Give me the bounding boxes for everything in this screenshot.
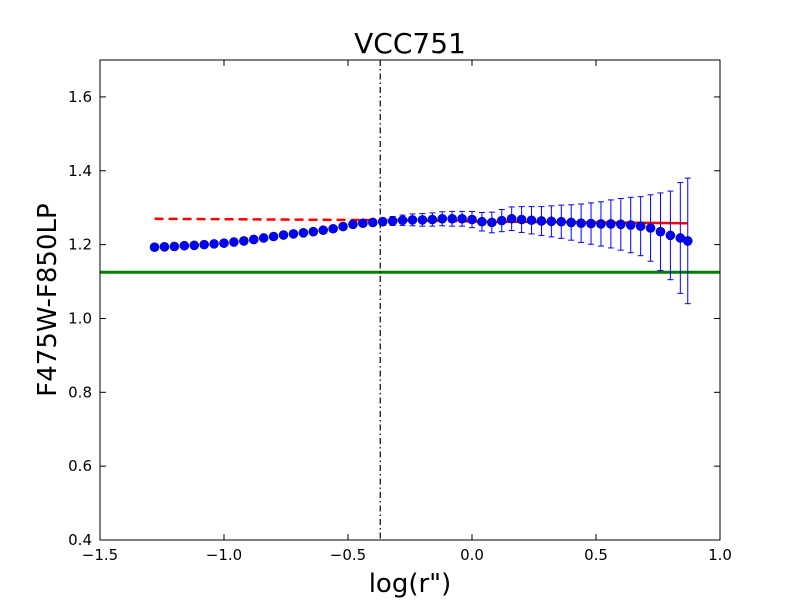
data-point [645, 223, 656, 233]
data-point [169, 241, 180, 252]
data-point [219, 238, 229, 248]
data-point [358, 218, 368, 228]
data-point [477, 216, 487, 227]
y-tick-label: 0.4 [68, 531, 92, 549]
y-axis-title: F475W-F850LP [33, 203, 63, 396]
data-point [526, 215, 537, 226]
data-point [655, 226, 666, 237]
data-point [239, 236, 249, 246]
plot-frame [99, 59, 721, 541]
chart-title: VCC751 [354, 27, 466, 60]
data-point [397, 215, 408, 226]
data-point [546, 216, 557, 227]
data-point [229, 237, 239, 247]
data-point [576, 218, 586, 228]
model-line-dashed [154, 217, 473, 223]
y-tick-label: 1.6 [68, 88, 92, 106]
data-point [427, 214, 438, 225]
data-point [596, 219, 606, 229]
data-point [447, 213, 457, 224]
data-point [318, 225, 329, 236]
data-point [496, 215, 507, 226]
x-axis-title: log(r") [369, 569, 452, 599]
x-tick-label: 1.0 [708, 546, 732, 564]
x-tick-label: 0.0 [460, 546, 484, 564]
data-point [586, 218, 596, 229]
data-point [407, 215, 418, 225]
data-point [308, 226, 319, 237]
data-point [506, 213, 517, 224]
data-point [556, 216, 567, 227]
x-tick-label: 0.5 [584, 546, 608, 564]
data-point [377, 216, 388, 227]
data-point [516, 214, 527, 225]
data-point [159, 242, 170, 252]
y-tick-label: 1.2 [68, 236, 92, 254]
x-tick-label: −1.0 [206, 546, 242, 564]
data-point [367, 217, 378, 228]
data-point [338, 221, 348, 232]
data-point [149, 242, 160, 252]
y-tick-label: 0.8 [68, 383, 92, 401]
data-point [437, 213, 448, 224]
y-tick-label: 1.0 [68, 309, 92, 327]
data-point [417, 215, 428, 225]
data-point [298, 228, 309, 238]
x-tick-label: −0.5 [330, 546, 366, 564]
data-point [665, 230, 676, 241]
data-point [606, 219, 616, 229]
y-tick-label: 1.4 [68, 162, 92, 180]
data-point [179, 240, 190, 251]
data-point [635, 221, 646, 231]
data-point [278, 230, 289, 240]
x-tick-label: −1.5 [82, 546, 118, 564]
data-point [189, 240, 200, 251]
data-point [248, 234, 259, 245]
data-point [467, 214, 477, 225]
data-point [487, 217, 497, 228]
data-point [536, 216, 547, 226]
data-point [288, 229, 299, 239]
data-point [348, 219, 358, 230]
y-tick-label: 0.6 [68, 457, 92, 475]
data-point [199, 239, 209, 250]
data-point [615, 219, 626, 230]
data-point [258, 233, 269, 243]
data-point [457, 213, 467, 224]
data-point [387, 216, 398, 226]
data-point [625, 220, 636, 230]
data-point [268, 231, 279, 242]
data-point [209, 239, 219, 249]
data-point [566, 217, 577, 228]
data-point [328, 223, 338, 234]
data-point [682, 236, 693, 246]
